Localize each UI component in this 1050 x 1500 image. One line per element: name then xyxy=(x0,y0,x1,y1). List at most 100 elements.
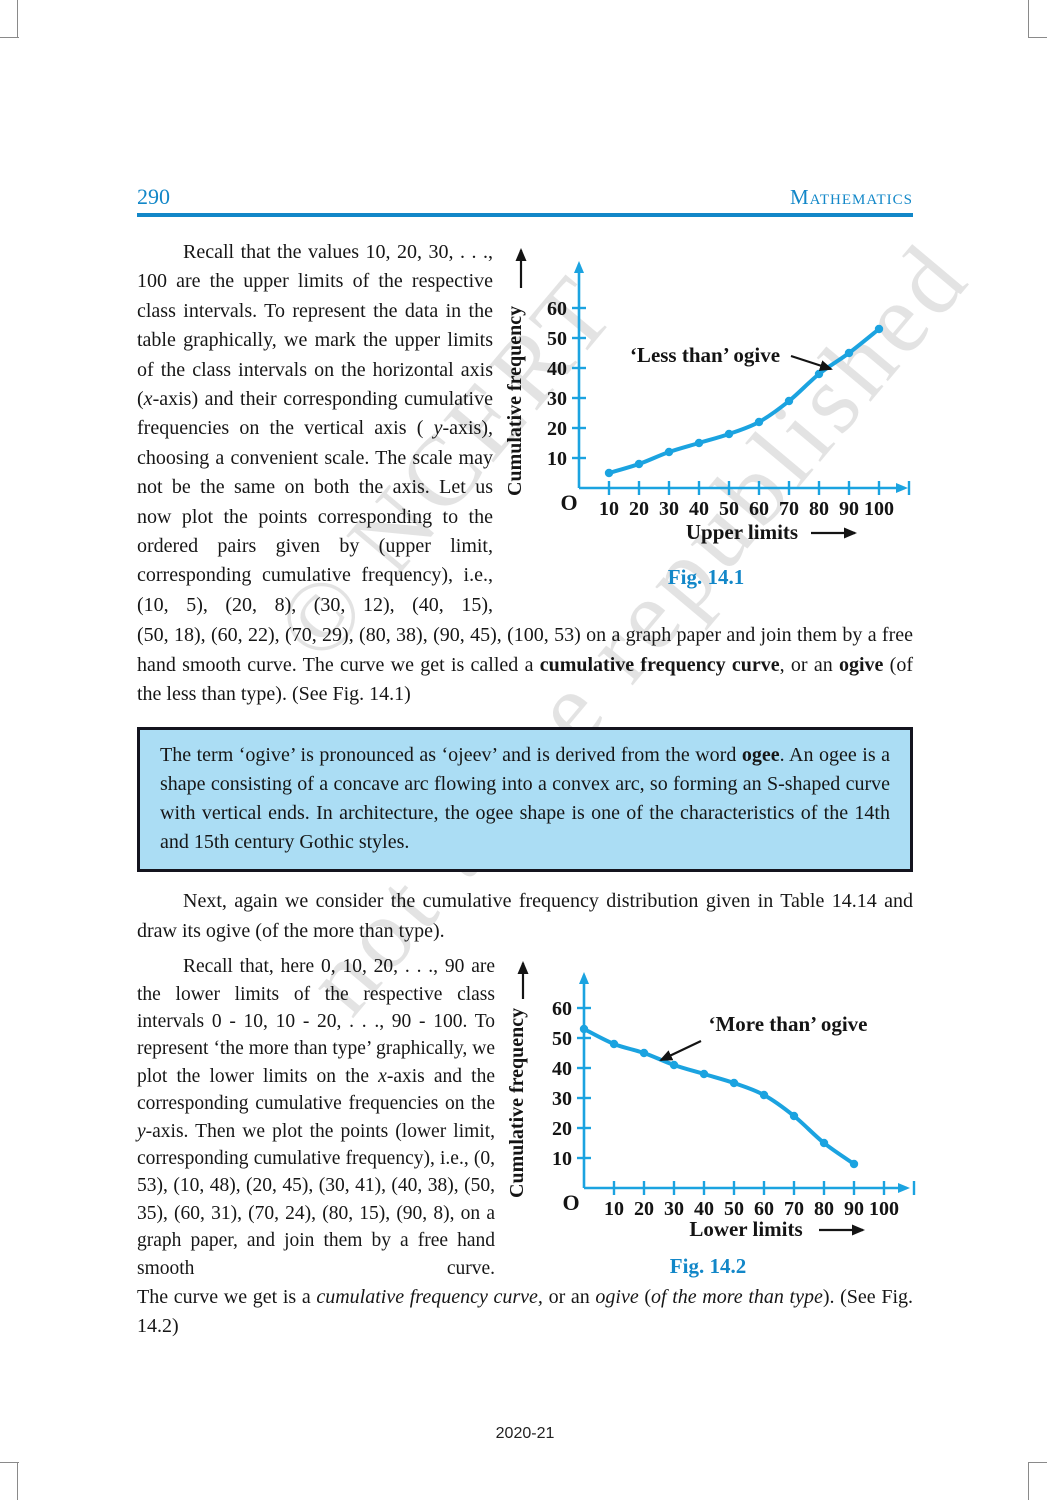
x-tick-label: 90 xyxy=(839,498,859,520)
y-tick-label: 30 xyxy=(547,388,567,410)
crop-mark-top-right-h xyxy=(1028,37,1047,38)
text-run: or an xyxy=(542,1286,596,1308)
text-run: y xyxy=(433,417,443,440)
data-point xyxy=(759,1090,769,1100)
annotation-arrow-icon xyxy=(659,1040,702,1062)
ogive-curve xyxy=(582,1027,856,1167)
paragraph-join-points: (50, 18), (60, 22), (70, 29), (80, 38), … xyxy=(137,621,913,709)
x-tick-label: 50 xyxy=(724,1198,744,1220)
footer-year: 2020-21 xyxy=(495,1425,555,1442)
figure-14-2-caption: Fig. 14.2 xyxy=(669,1254,747,1279)
crop-mark-bottom-left-h xyxy=(0,1462,19,1463)
more-than-ogive-chart: 10 20 30 40 50 60 10 20 30 40 50 60 70 80 90 100 O Cumula… xyxy=(501,953,921,1248)
ogive-note-text: The term ‘ogive’ is pronounced as ‘ojeev… xyxy=(160,741,890,858)
x-tick-label: 40 xyxy=(689,498,709,520)
x-tick-label: 60 xyxy=(754,1198,774,1220)
ogive-chart-svg: 10 20 30 40 50 60 10 20 30 40 50 60 70 80 90 100 O Cumula… xyxy=(504,248,911,544)
y-axis-label: Cumulative frequency xyxy=(506,1008,528,1198)
text-run: ogive xyxy=(595,1286,639,1308)
ogive-annotation: ‘Less than’ ogive xyxy=(630,343,780,367)
page-header: 290 Mathematics xyxy=(137,184,913,210)
y-tick-label: 10 xyxy=(547,448,567,470)
paragraph-curve-we-get: The curve we get is a cumulative frequen… xyxy=(137,1283,913,1342)
data-point xyxy=(754,417,764,427)
data-point xyxy=(849,1159,859,1169)
y-tick-label: 40 xyxy=(547,358,567,380)
data-point xyxy=(844,348,854,358)
ogive-annotation: ‘More than’ ogive xyxy=(708,1012,867,1036)
x-axis-label: Upper limits xyxy=(686,520,798,544)
page-number: 290 xyxy=(137,184,170,209)
origin-label: O xyxy=(562,1190,579,1215)
x-tick-label: 60 xyxy=(749,498,769,520)
text-run: . An ogee is a shape consisting of a con… xyxy=(160,743,890,854)
text-run: , or an xyxy=(779,653,839,676)
ogive-chart-svg: 10 20 30 40 50 60 10 20 30 40 50 60 70 80 90 100 O Cumula… xyxy=(506,961,916,1241)
ogive-curve xyxy=(607,327,881,475)
text-run: ogive xyxy=(838,653,884,676)
x-tick-label: 40 xyxy=(694,1198,714,1220)
text-run: ( xyxy=(638,1286,652,1308)
crop-mark-top-left-v xyxy=(17,0,18,38)
text-run: -axis and the corresponding cumulative f… xyxy=(137,1065,495,1115)
paragraph-next-again: Next, again we consider the cumulative f… xyxy=(137,887,913,946)
y-tick-label: 60 xyxy=(552,998,572,1020)
page-content: 290 Mathematics Recall that the values 1… xyxy=(137,184,916,1342)
text-run: ogee xyxy=(741,743,780,766)
data-point xyxy=(634,459,644,469)
text-run: (of the less than type). (See Fig. 14.1) xyxy=(137,653,913,706)
data-point xyxy=(609,1039,619,1049)
y-tick-label: 10 xyxy=(552,1148,572,1170)
ogive-note-box: The term ‘ogive’ is pronounced as ‘ojeev… xyxy=(137,726,913,873)
x-tick-label: 10 xyxy=(599,498,619,520)
crop-mark-top-right-v xyxy=(1028,0,1029,38)
header-rule xyxy=(137,213,913,217)
x-tick-label: 100 xyxy=(869,1198,899,1220)
paragraph-recall-upper-limits: Recall that the values 10, 20, 30, . . .… xyxy=(137,238,493,620)
text-run: of the more than type xyxy=(651,1286,823,1308)
figure-14-1-caption: Fig. 14.1 xyxy=(667,565,745,589)
y-tick-label: 60 xyxy=(547,298,567,320)
x-tick-label: 90 xyxy=(844,1198,864,1220)
x-tick-label: 10 xyxy=(604,1198,624,1220)
text-run: Next, again we consider the cumulative f… xyxy=(137,890,913,942)
data-point xyxy=(639,1048,649,1058)
data-point xyxy=(729,1078,739,1088)
crop-mark-bottom-right-v xyxy=(1028,1462,1029,1500)
text-run: -axis. Then we plot the points (lower li… xyxy=(137,1120,495,1279)
x-tick-label: 100 xyxy=(864,498,894,520)
text-run: cumulative frequency curve, xyxy=(316,1286,543,1308)
text-run: x xyxy=(143,388,153,411)
figure-14-1: 10 20 30 40 50 60 10 20 30 40 50 60 70 80 90 100 O Cumula… xyxy=(493,238,919,590)
data-point xyxy=(789,1111,799,1121)
text-run: The term ‘ogive’ is pronounced as ‘ojeev… xyxy=(160,743,742,766)
x-tick-label: 80 xyxy=(814,1198,834,1220)
data-point xyxy=(814,369,824,379)
text-run: x xyxy=(378,1065,387,1087)
data-point xyxy=(604,468,614,478)
y-tick-label: 20 xyxy=(552,1118,572,1140)
y-tick-label: 40 xyxy=(552,1058,572,1080)
y-tick-label: 50 xyxy=(547,328,567,350)
text-run: cumulative frequency curve xyxy=(539,653,780,676)
crop-mark-top-left-h xyxy=(0,37,19,38)
x-tick-label: 70 xyxy=(784,1198,804,1220)
text-run: Recall that, here 0, 10, 20, . . ., 90 a… xyxy=(137,956,495,1087)
data-point xyxy=(699,1069,709,1079)
section-more-than: Recall that, here 0, 10, 20, . . ., 90 a… xyxy=(137,953,916,1282)
x-tick-label: 50 xyxy=(719,498,739,520)
origin-label: O xyxy=(560,490,577,515)
text-run: (50, 18), (60, 22), (70, 29), (80, 38), … xyxy=(137,624,913,676)
figure-14-2: 10 20 30 40 50 60 10 20 30 40 50 60 70 80 90 100 O Cumula… xyxy=(495,953,921,1279)
text-run: ). (See Fig. 14.2) xyxy=(137,1286,914,1338)
x-tick-label: 70 xyxy=(779,498,799,520)
data-point xyxy=(579,1024,589,1034)
data-point xyxy=(664,447,674,457)
x-tick-label: 30 xyxy=(664,1198,684,1220)
y-tick-label: 20 xyxy=(547,418,567,440)
data-point xyxy=(819,1138,829,1148)
text-run: -axis) and their corresponding cumulativ… xyxy=(137,388,493,440)
data-point xyxy=(724,429,734,439)
x-axis-label: Lower limits xyxy=(689,1217,802,1241)
header-title: Mathematics xyxy=(789,185,913,209)
